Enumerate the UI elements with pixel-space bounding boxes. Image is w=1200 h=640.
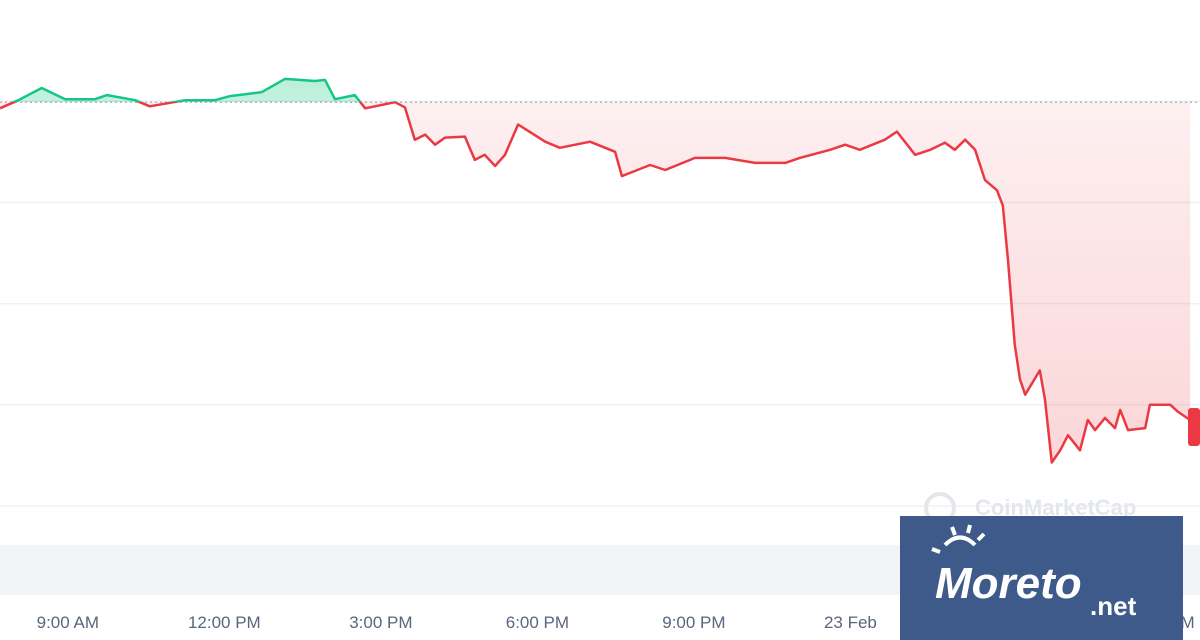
price-line [0, 77, 1191, 464]
logo-suffix: .net [1090, 591, 1137, 621]
logo-text: Moreto [935, 559, 1082, 608]
watermark: CoinMarketCap [975, 495, 1136, 520]
area-fill [0, 78, 1191, 463]
logo-sun [931, 524, 986, 554]
x-tick-label: 6:00 PM [506, 613, 569, 632]
x-tick-label: 12:00 PM [188, 613, 261, 632]
x-tick-label: 3:00 PM [349, 613, 412, 632]
x-tick-label: 9:00 AM [37, 613, 99, 632]
price-marker [1188, 408, 1200, 446]
x-tick-label: 9:00 PM [662, 613, 725, 632]
x-tick-label: 23 Feb [824, 613, 877, 632]
logo: Moreto .net [900, 516, 1183, 640]
logo-box [900, 516, 1183, 640]
